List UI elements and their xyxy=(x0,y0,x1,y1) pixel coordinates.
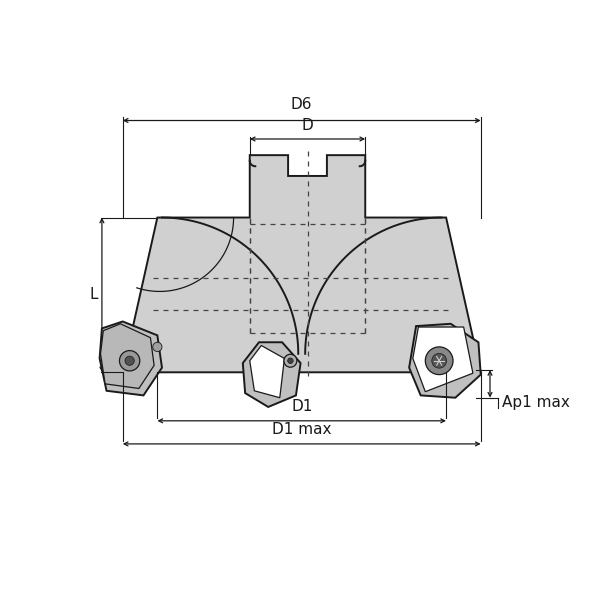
Text: D: D xyxy=(302,118,313,133)
Text: D1 max: D1 max xyxy=(272,422,331,437)
Circle shape xyxy=(125,356,134,365)
Polygon shape xyxy=(409,324,481,398)
Polygon shape xyxy=(243,342,301,407)
Polygon shape xyxy=(123,155,481,372)
Polygon shape xyxy=(101,324,154,388)
Circle shape xyxy=(153,342,162,352)
Polygon shape xyxy=(100,322,162,395)
Text: D6: D6 xyxy=(291,97,313,112)
Circle shape xyxy=(287,358,293,364)
Circle shape xyxy=(425,347,453,374)
Circle shape xyxy=(432,353,446,368)
Circle shape xyxy=(119,350,140,371)
Text: D1: D1 xyxy=(291,399,313,414)
Circle shape xyxy=(284,354,297,367)
Polygon shape xyxy=(250,346,284,398)
Text: L: L xyxy=(89,287,98,302)
Text: Ap1 max: Ap1 max xyxy=(502,395,569,410)
Polygon shape xyxy=(413,327,473,392)
